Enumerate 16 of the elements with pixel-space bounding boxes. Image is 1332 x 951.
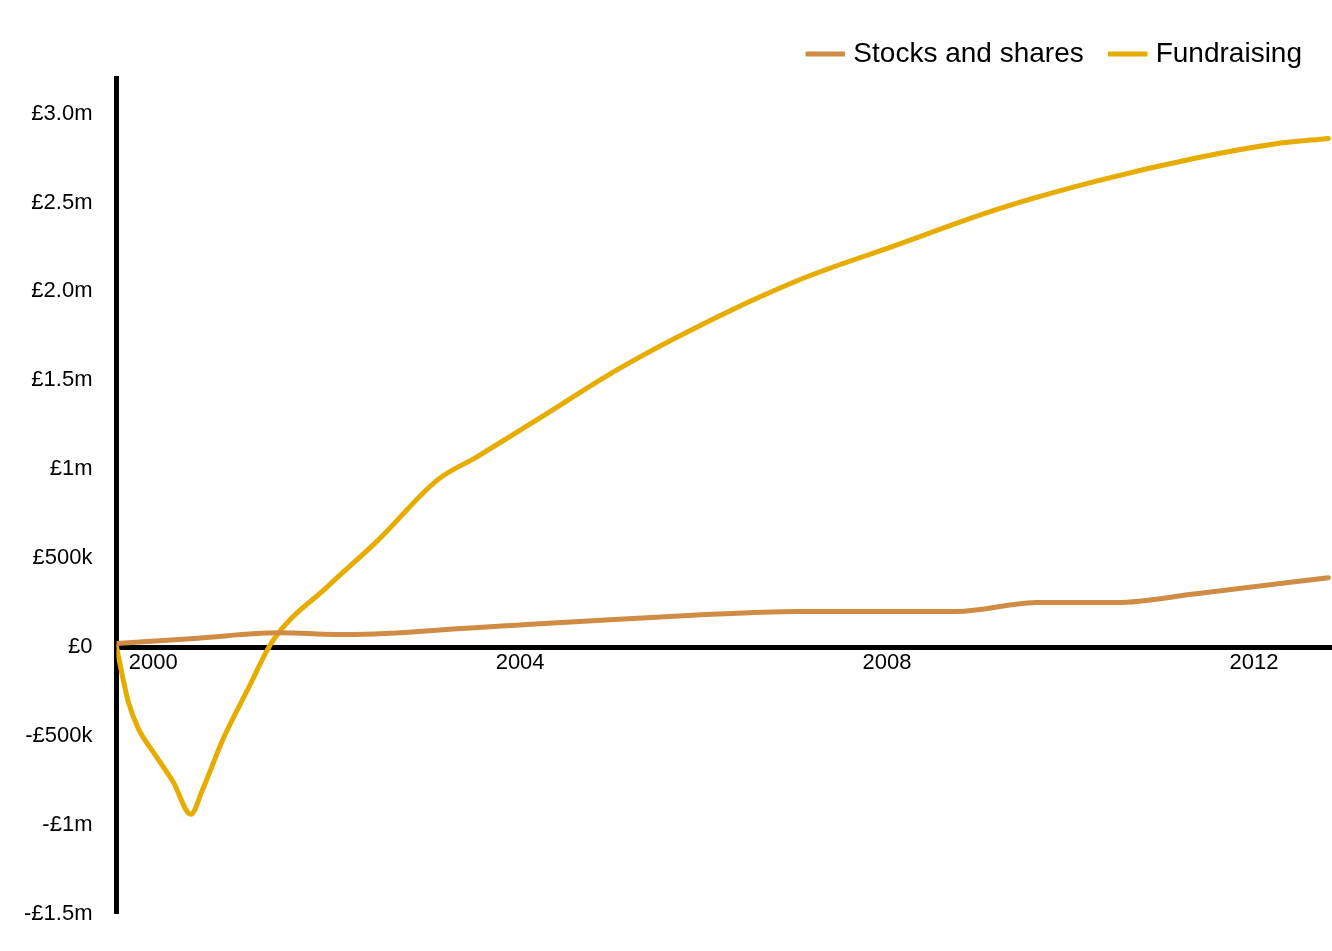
y-tick-label: £3.0m — [31, 99, 93, 125]
y-tick-label: £0 — [67, 633, 93, 659]
y-tick-label: £500k — [32, 544, 94, 570]
y-tick-label: -£1.5m — [23, 899, 93, 925]
y-tick-label: £1m — [49, 455, 93, 481]
x-tick-label: 2000 — [128, 649, 178, 675]
y-tick-label: £1.5m — [31, 366, 93, 392]
legend-label: Fundraising — [1155, 36, 1303, 68]
y-tick-label: £2.0m — [31, 277, 93, 303]
legend-label: Stocks and shares — [853, 36, 1084, 68]
y-tick-label: £2.5m — [31, 188, 93, 214]
x-tick-label: 2008 — [862, 649, 912, 675]
y-tick-label: -£500k — [25, 722, 94, 748]
x-tick-label: 2004 — [495, 649, 545, 675]
y-tick-label: -£1m — [42, 810, 93, 836]
x-tick-label: 2012 — [1229, 649, 1279, 675]
